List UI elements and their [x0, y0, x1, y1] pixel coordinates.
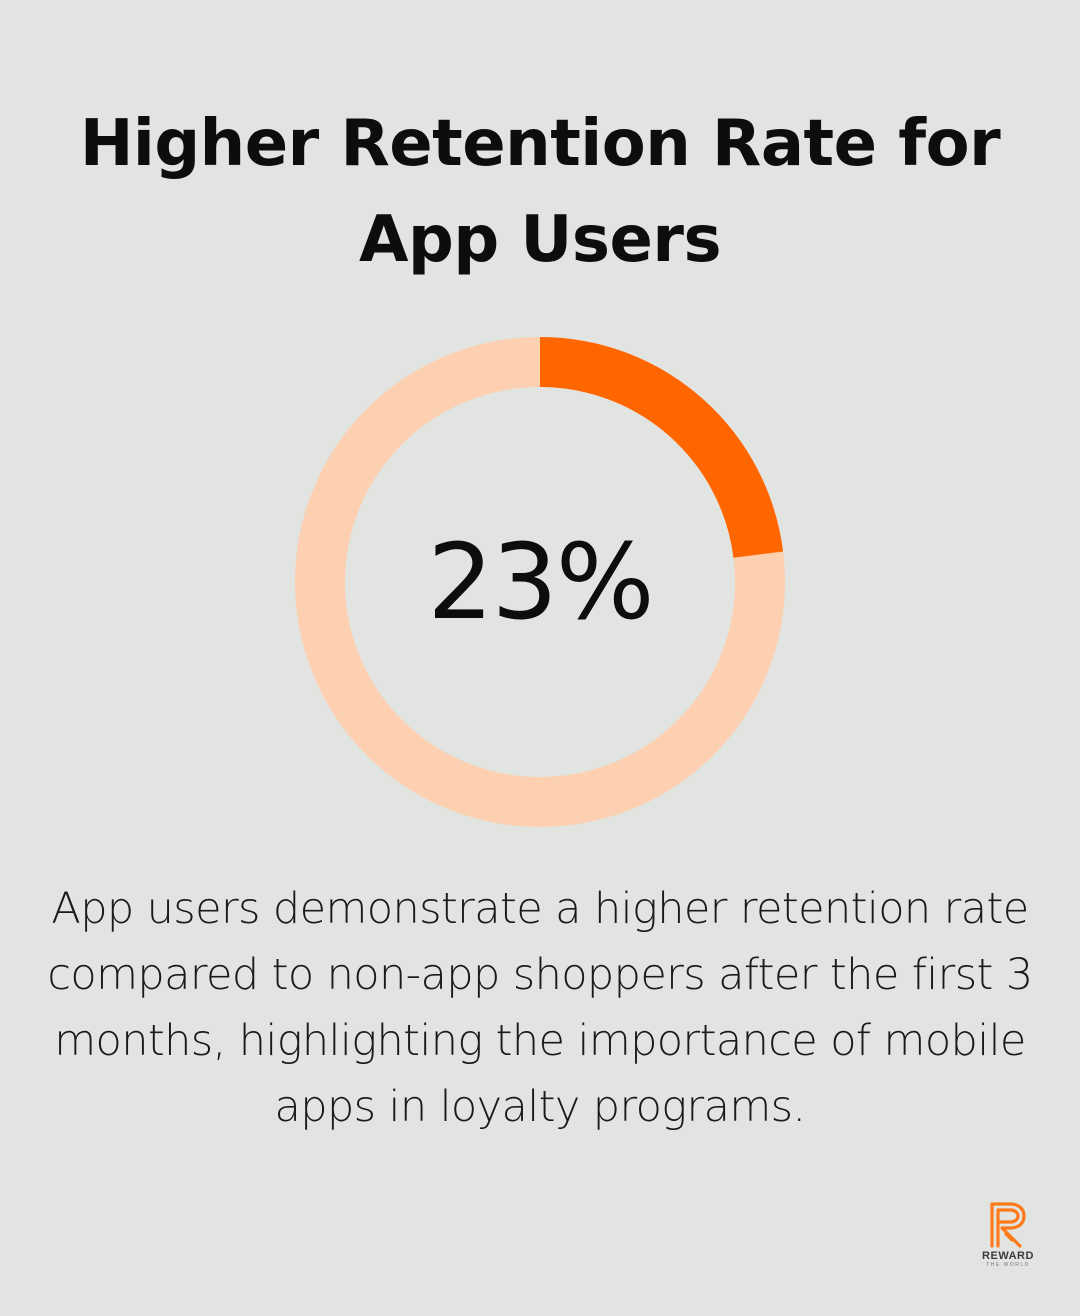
- chart-title: Higher Retention Rate for App Users: [79, 107, 1001, 277]
- logo-tagline: THE WORLD: [986, 1262, 1030, 1268]
- donut-value-arc: [295, 337, 785, 827]
- description-text: App users demonstrate a higher retention…: [47, 884, 1033, 1132]
- center-value-label: 23%: [427, 521, 654, 643]
- donut-chart: 23%: [290, 332, 790, 832]
- r-logo-icon: [990, 1202, 1026, 1248]
- brand-logo: REWARD THE WORLD: [966, 1198, 1050, 1278]
- logo-wordmark: REWARD: [982, 1250, 1034, 1262]
- donut-svg: [295, 337, 785, 827]
